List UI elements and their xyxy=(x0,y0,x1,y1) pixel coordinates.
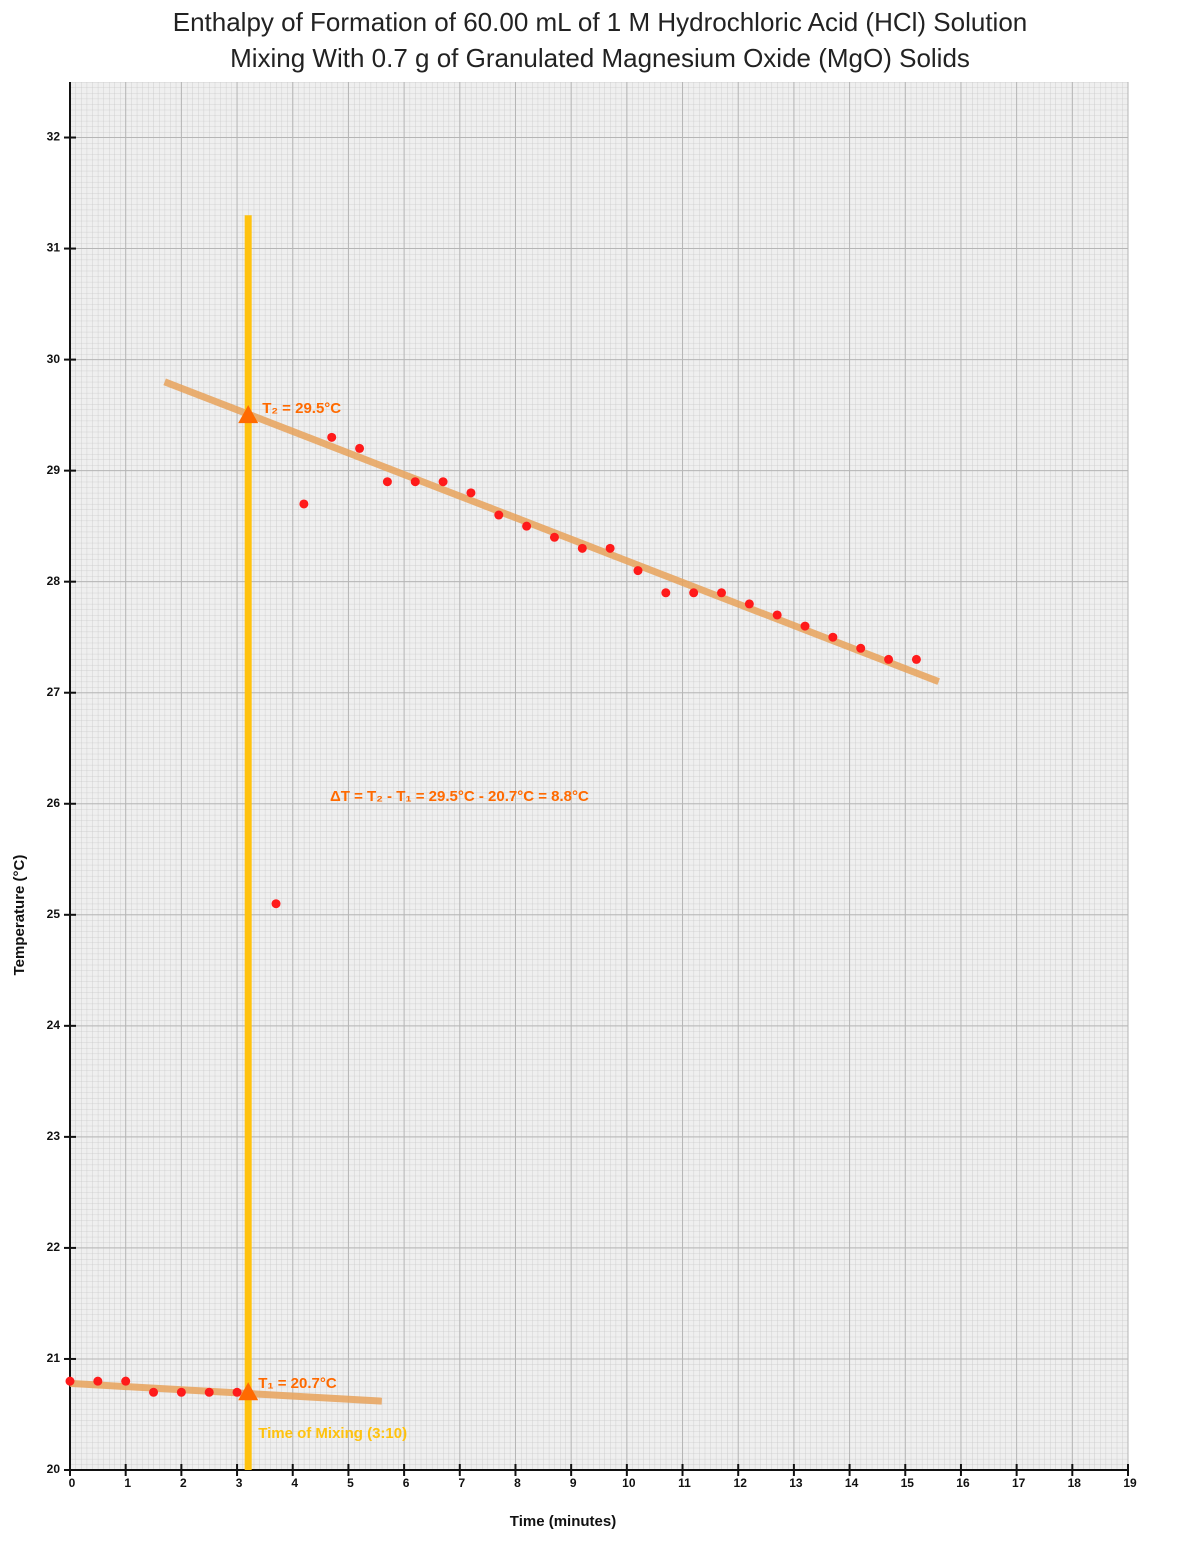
data-point xyxy=(299,499,309,509)
data-point xyxy=(204,1387,214,1397)
y-tick-label: 24 xyxy=(47,1018,61,1032)
y-tick-label: 21 xyxy=(47,1351,61,1365)
x-tick-label: 15 xyxy=(901,1476,915,1490)
y-tick-label: 31 xyxy=(47,241,61,255)
data-point xyxy=(661,588,671,598)
data-point xyxy=(856,643,866,653)
data-point xyxy=(65,1376,75,1386)
y-tick-label: 30 xyxy=(47,352,61,366)
data-point xyxy=(149,1387,159,1397)
data-point xyxy=(744,599,754,609)
y-tick-label: 20 xyxy=(47,1462,61,1476)
x-tick-label: 18 xyxy=(1068,1476,1082,1490)
x-tick-label: 12 xyxy=(734,1476,748,1490)
graph-paper xyxy=(70,82,1128,1470)
y-tick-label: 28 xyxy=(47,574,61,588)
x-tick-label: 0 xyxy=(69,1476,76,1490)
x-tick-label: 17 xyxy=(1012,1476,1026,1490)
x-tick-label: 10 xyxy=(622,1476,636,1490)
x-tick-label: 8 xyxy=(514,1476,521,1490)
data-point xyxy=(772,610,782,620)
y-tick-label: 22 xyxy=(47,1240,61,1254)
x-tick-label: 19 xyxy=(1123,1476,1137,1490)
x-tick-label: 11 xyxy=(678,1476,691,1490)
y-tick-label: 25 xyxy=(47,907,61,921)
data-point xyxy=(633,566,643,576)
data-point xyxy=(549,532,559,542)
data-point xyxy=(884,654,894,664)
x-tick-label: 14 xyxy=(845,1476,859,1490)
data-point xyxy=(438,477,448,487)
data-point xyxy=(176,1387,186,1397)
data-point xyxy=(577,543,587,553)
y-axis-label: Temperature (°C) xyxy=(11,855,28,976)
data-point xyxy=(800,621,810,631)
x-tick-label: 1 xyxy=(124,1476,131,1490)
data-point xyxy=(717,588,727,598)
x-tick-label: 16 xyxy=(956,1476,970,1490)
y-tick-label: 23 xyxy=(47,1129,61,1143)
data-point xyxy=(327,432,337,442)
data-point xyxy=(466,488,476,498)
data-point xyxy=(828,632,838,642)
chart-title: Enthalpy of Formation of 60.00 mL of 1 M… xyxy=(173,7,1028,37)
x-tick-label: 2 xyxy=(180,1476,187,1490)
data-point xyxy=(355,443,365,453)
y-tick-label: 29 xyxy=(47,463,61,477)
data-point xyxy=(382,477,392,487)
x-axis-label: Time (minutes) xyxy=(510,1513,616,1530)
x-tick-label: 13 xyxy=(789,1476,803,1490)
annotation: ΔT = T₂ - T₁ = 29.5°C - 20.7°C = 8.8°C xyxy=(330,788,589,805)
y-tick-label: 32 xyxy=(47,130,61,144)
temperature-marker xyxy=(238,405,259,424)
annotation: Time of Mixing (3:10) xyxy=(258,1425,407,1442)
data-point xyxy=(410,477,420,487)
x-tick-label: 6 xyxy=(403,1476,410,1490)
x-tick-label: 7 xyxy=(458,1476,465,1490)
x-tick-label: 3 xyxy=(236,1476,243,1490)
data-point xyxy=(121,1376,131,1386)
annotation: T₁ = 20.7°C xyxy=(258,1375,337,1392)
data-point xyxy=(522,521,532,531)
trend-line xyxy=(163,378,940,685)
data-point xyxy=(494,510,504,520)
y-tick-label: 26 xyxy=(47,796,61,810)
data-point xyxy=(911,654,921,664)
x-tick-label: 4 xyxy=(291,1476,298,1490)
temperature-marker xyxy=(238,1382,259,1401)
data-point xyxy=(689,588,699,598)
data-point xyxy=(232,1387,242,1397)
trend-line xyxy=(69,1379,383,1405)
x-tick-label: 9 xyxy=(570,1476,577,1490)
x-tick-label: 5 xyxy=(347,1476,354,1490)
data-point xyxy=(271,899,281,909)
chart-title: Mixing With 0.7 g of Granulated Magnesiu… xyxy=(230,43,970,73)
y-tick-label: 27 xyxy=(47,685,61,699)
data-point xyxy=(605,543,615,553)
data-point xyxy=(93,1376,103,1386)
annotation: T₂ = 29.5°C xyxy=(262,400,341,417)
